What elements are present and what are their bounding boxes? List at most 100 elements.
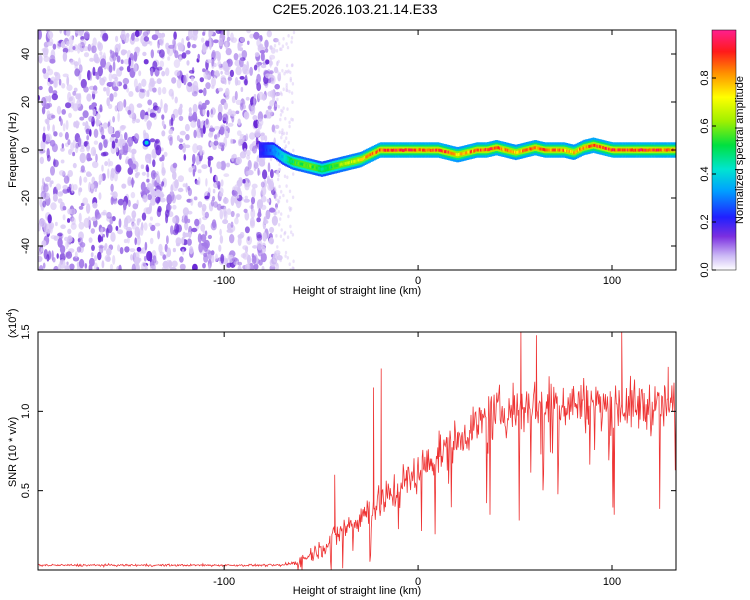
- noise-speckle: [157, 230, 161, 240]
- signal-core: [373, 152, 375, 155]
- noise-speckle: [266, 198, 270, 203]
- signal-core: [640, 148, 643, 152]
- noise-speckle: [100, 126, 105, 136]
- noise-speckle: [197, 233, 202, 244]
- noise-speckle: [279, 113, 283, 117]
- signal-core: [402, 149, 404, 152]
- signal-core: [404, 148, 407, 152]
- noise-speckle: [252, 115, 258, 121]
- noise-speckle: [66, 265, 70, 270]
- signal-core: [366, 155, 368, 159]
- noise-speckle: [217, 87, 224, 92]
- noise-speckle: [291, 233, 295, 237]
- noise-speckle: [183, 154, 187, 161]
- noise-speckle: [150, 49, 154, 59]
- signal-core: [505, 148, 508, 152]
- noise-speckle: [289, 224, 292, 229]
- noise-speckle: [101, 260, 105, 269]
- noise-speckle: [212, 70, 216, 78]
- noise-speckle: [219, 160, 226, 171]
- noise-speckle: [256, 155, 260, 162]
- noise-speckle: [78, 212, 82, 223]
- noise-speckle: [56, 253, 59, 259]
- noise-speckle: [282, 238, 285, 242]
- noise-speckle: [172, 38, 176, 47]
- noise-speckle: [134, 46, 141, 54]
- signal-core: [289, 159, 291, 162]
- signal-core: [570, 150, 573, 153]
- noise-speckle: [74, 68, 80, 77]
- signal-core: [434, 148, 437, 152]
- signal-core: [490, 147, 493, 151]
- noise-speckle: [152, 87, 157, 93]
- noise-speckle: [206, 59, 212, 64]
- noise-speckle: [217, 111, 223, 122]
- signal-core: [584, 145, 587, 149]
- noise-speckle: [49, 80, 54, 85]
- noise-speckle: [265, 209, 271, 220]
- noise-speckle: [106, 248, 112, 256]
- signal-core: [501, 147, 503, 151]
- noise-speckle: [72, 256, 80, 262]
- noise-speckle: [202, 31, 206, 36]
- noise-speckle: [288, 262, 291, 267]
- noise-speckle: [275, 171, 278, 175]
- noise-speckle: [46, 154, 51, 162]
- signal-core: [425, 148, 428, 152]
- noise-speckle: [42, 200, 47, 208]
- signal-core: [394, 148, 396, 152]
- signal-core: [369, 153, 372, 156]
- noise-speckle: [154, 222, 161, 227]
- noise-speckle: [90, 183, 95, 189]
- noise-speckle: [150, 170, 157, 180]
- signal-core: [638, 148, 640, 152]
- signal-core: [367, 154, 369, 158]
- signal-core: [496, 146, 498, 150]
- signal-core: [387, 148, 389, 152]
- noise-speckle: [170, 266, 177, 270]
- signal-core: [492, 147, 495, 150]
- signal-core: [459, 152, 461, 156]
- noise-speckle: [231, 95, 236, 104]
- signal-core: [378, 148, 381, 152]
- noise-speckle: [162, 87, 167, 95]
- signal-core: [476, 148, 479, 152]
- signal-core: [487, 148, 489, 152]
- signal-core: [591, 144, 594, 147]
- signal-core: [593, 143, 595, 147]
- noise-speckle: [251, 183, 258, 189]
- snr-x-tick-label: 0: [415, 576, 421, 588]
- signal-core: [307, 164, 310, 168]
- noise-speckle: [130, 254, 134, 261]
- noise-speckle: [109, 93, 114, 102]
- noise-speckle: [131, 32, 135, 41]
- noise-speckle: [91, 102, 97, 108]
- noise-speckle: [287, 214, 290, 219]
- noise-speckle: [285, 42, 288, 46]
- noise-speckle: [242, 64, 248, 75]
- noise-speckle: [168, 211, 174, 218]
- noise-speckle: [260, 252, 267, 263]
- signal-core: [619, 148, 622, 152]
- noise-speckle: [239, 231, 245, 238]
- noise-speckle: [240, 86, 244, 93]
- noise-speckle: [90, 252, 94, 258]
- noise-speckle: [230, 32, 234, 43]
- noise-speckle: [275, 234, 278, 238]
- snr-x-tick-label: 100: [603, 576, 621, 588]
- noise-speckle: [204, 211, 209, 219]
- noise-speckle: [97, 41, 102, 49]
- signal-core: [575, 150, 578, 153]
- noise-speckle: [68, 149, 72, 155]
- signal-core: [601, 145, 603, 149]
- noise-speckle: [152, 151, 156, 159]
- signal-core: [603, 146, 606, 150]
- signal-core: [259, 148, 261, 152]
- noise-speckle: [76, 246, 82, 253]
- noise-speckle: [275, 49, 279, 53]
- noise-speckle: [103, 139, 108, 149]
- signal-core: [503, 148, 505, 152]
- noise-speckle: [163, 151, 168, 157]
- noise-speckle: [191, 165, 195, 170]
